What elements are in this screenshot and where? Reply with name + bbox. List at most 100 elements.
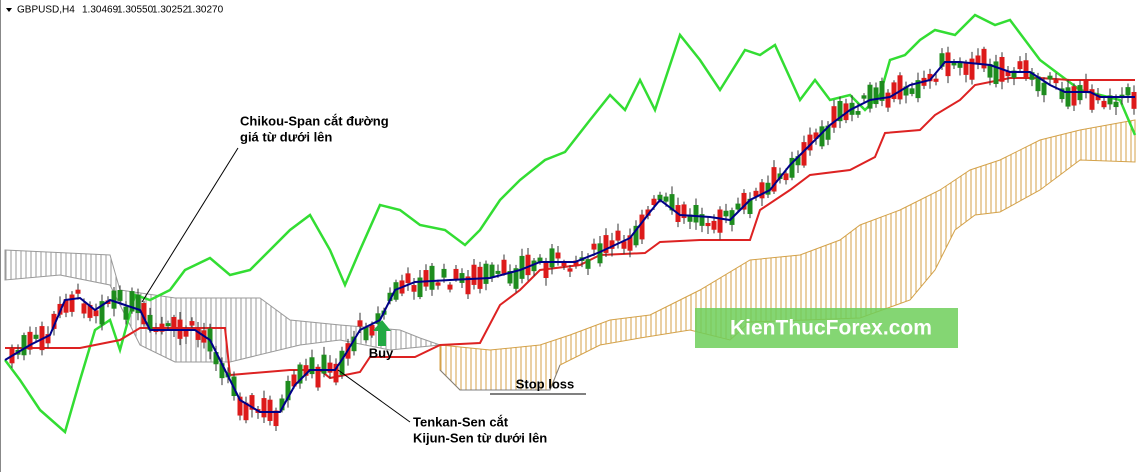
candle-body	[249, 395, 255, 410]
candle-body	[1083, 79, 1089, 92]
candle-body	[879, 81, 885, 101]
candle-body	[591, 243, 597, 250]
candle-body	[285, 380, 291, 401]
candle-body	[453, 268, 459, 280]
candle-body	[243, 402, 249, 421]
candle-body	[951, 61, 957, 66]
stop-loss-label: Stop loss	[516, 376, 575, 391]
candle-body	[963, 62, 969, 75]
candle-body	[141, 303, 147, 325]
candle-body	[543, 261, 549, 279]
low: 1.30252	[152, 5, 189, 16]
kumo-right	[439, 119, 1136, 391]
candle-body	[1023, 60, 1029, 79]
candle-body	[1071, 86, 1077, 106]
candle-body	[933, 78, 939, 82]
candle-body	[405, 273, 411, 284]
candle-body	[705, 222, 711, 227]
candle-body	[567, 268, 573, 272]
candle-body	[573, 260, 579, 267]
candle-body	[219, 363, 225, 379]
candle-body	[63, 299, 69, 313]
candle-body	[1053, 79, 1059, 84]
candle-body	[861, 95, 867, 99]
candle-body	[873, 87, 879, 105]
tenkan-pointer	[337, 369, 411, 423]
candle-body	[561, 262, 567, 267]
candle-body	[717, 209, 723, 233]
candle-body	[315, 366, 321, 388]
candle-body	[495, 270, 501, 274]
candle-body	[735, 203, 741, 210]
chikou-pointer	[141, 147, 239, 303]
candle-body	[363, 327, 369, 341]
candle-body	[807, 134, 813, 151]
candle-body	[33, 334, 39, 339]
candle-body	[189, 321, 195, 326]
candle-body	[699, 214, 705, 226]
candle-body	[441, 268, 447, 278]
candle-body	[909, 88, 915, 94]
menu-arrow[interactable]	[6, 8, 12, 12]
candle-body	[825, 125, 831, 140]
candle-body	[693, 205, 699, 223]
candle-body	[927, 73, 933, 82]
candle-body	[1059, 88, 1065, 100]
candle-body	[1047, 75, 1053, 80]
candle-body	[1005, 71, 1011, 77]
candle-body	[369, 324, 375, 336]
candle-body	[795, 156, 801, 166]
candle-body	[519, 255, 525, 279]
candle-body	[1113, 101, 1119, 108]
candle-body	[651, 198, 657, 205]
candle-body	[555, 252, 561, 259]
candle-body	[1125, 87, 1131, 96]
high: 1.30550	[117, 5, 154, 16]
candle-body	[771, 167, 777, 192]
chikou-note: Chikou-Span cắt đường	[240, 113, 389, 128]
candle-body	[45, 334, 51, 344]
candle-body	[213, 352, 219, 365]
candle-body	[687, 214, 693, 222]
candle-body	[501, 259, 507, 274]
candle-body	[1095, 94, 1101, 101]
watermark: KienThucForex.com	[730, 317, 932, 340]
candle-body	[309, 357, 315, 375]
candle-body	[813, 132, 819, 139]
candle-body	[237, 396, 243, 416]
candle-body	[351, 336, 357, 352]
candle-body	[831, 106, 837, 128]
candle-body	[135, 294, 141, 314]
candle-body	[447, 284, 453, 290]
candle-body	[1035, 76, 1041, 92]
candle-body	[375, 313, 381, 324]
tenkan-note: Tenkan-Sen cắt	[413, 414, 509, 429]
candle-body	[621, 241, 627, 249]
candle-body	[75, 289, 81, 294]
candle-body	[669, 194, 675, 211]
candle-body	[393, 282, 399, 300]
candle-body	[111, 290, 117, 309]
buy-label: Buy	[369, 345, 394, 360]
candle-body	[1065, 87, 1071, 107]
candle-body	[531, 260, 537, 272]
candle-body	[297, 364, 303, 384]
candle-body	[423, 270, 429, 287]
candle-body	[93, 310, 99, 317]
candle-body	[537, 257, 543, 263]
candle-body	[615, 230, 621, 241]
candle-body	[465, 276, 471, 295]
candle-body	[1131, 91, 1137, 109]
candle-body	[321, 354, 327, 374]
candle-body	[417, 277, 423, 298]
candle-body	[339, 350, 345, 375]
candle-body	[123, 306, 129, 320]
chikou-note: giá từ dưới lên	[240, 129, 332, 144]
candle-body	[1011, 70, 1017, 78]
candle-body	[303, 365, 309, 376]
open: 1.30469	[82, 5, 119, 16]
candle-body	[411, 285, 417, 292]
candle-body	[129, 291, 135, 312]
